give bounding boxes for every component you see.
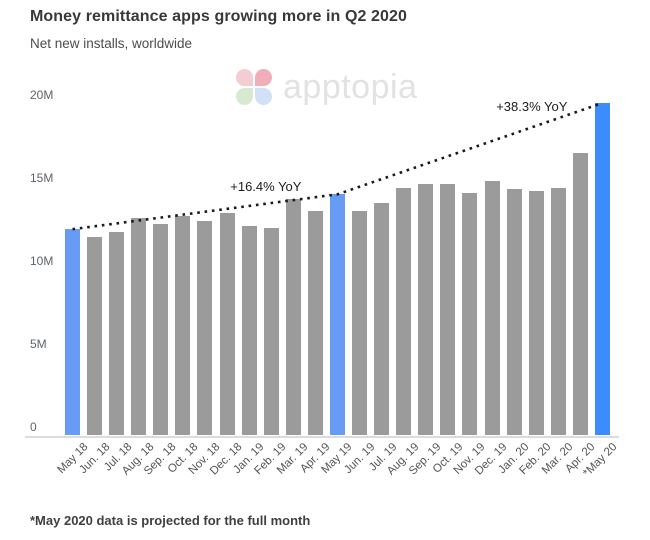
yoy-annotation-2020: +38.3% YoY [496, 99, 568, 114]
bar-aug-19 [396, 187, 412, 435]
bar-jul-18 [109, 232, 125, 435]
bar-sep-18 [153, 224, 169, 435]
bar-aug-18 [131, 217, 147, 435]
projection-footnote: *May 2020 data is projected for the full… [30, 513, 311, 528]
page-title: Money remittance apps growing more in Q2… [30, 8, 408, 25]
y-tick-0: 0 [30, 420, 37, 434]
bar-mar-19 [285, 199, 301, 435]
bar-jan-19 [241, 225, 257, 435]
bar-may-20 [594, 103, 610, 435]
yoy-annotation-2019: +16.4% YoY [230, 179, 302, 195]
bar-jun-18 [87, 237, 103, 435]
apptopia-flower-icon [236, 69, 272, 105]
bar-may-18 [65, 229, 80, 435]
petal-pink-icon [236, 69, 253, 86]
bar-feb-20 [528, 190, 544, 435]
bar-oct-18 [175, 215, 191, 435]
bar-may-19 [329, 194, 345, 435]
apptopia-logo: apptopia [236, 69, 417, 105]
y-tick-15m: 15M [30, 171, 54, 185]
petal-red-icon [255, 69, 272, 86]
bar-jun-19 [352, 210, 368, 435]
bar-oct-19 [440, 184, 456, 435]
bar-feb-19 [263, 227, 279, 435]
bar-dec-19 [484, 181, 500, 435]
petal-blue-icon [255, 88, 272, 105]
chart-subtitle: Net new installs, worldwide [30, 36, 193, 51]
y-tick-10m: 10M [30, 254, 54, 268]
y-tick-5m: 5M [30, 337, 47, 351]
bar-dec-18 [219, 212, 235, 435]
bar-jan-20 [506, 189, 522, 435]
bar-nov-18 [197, 220, 213, 435]
bar-apr-19 [307, 210, 323, 435]
y-tick-20m: 20M [30, 88, 54, 102]
bar-sep-19 [418, 184, 434, 435]
x-axis-baseline [25, 436, 619, 438]
petal-green-icon [236, 88, 253, 105]
bar-jul-19 [374, 202, 390, 435]
bar-mar-20 [550, 187, 566, 435]
bar-apr-20 [572, 152, 588, 435]
bar-nov-19 [462, 192, 478, 435]
apptopia-wordmark: apptopia [283, 68, 418, 106]
